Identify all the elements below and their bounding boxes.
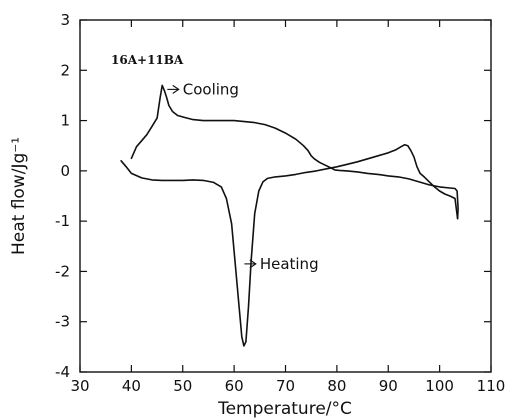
x-tick-label: 90	[379, 377, 398, 395]
x-tick-label: 80	[327, 377, 346, 395]
series-line-cooling	[130, 84, 459, 220]
annotation-layer: Cooling Heating	[167, 80, 319, 273]
x-tick-label: 40	[122, 377, 141, 395]
y-tick-label: 1	[60, 112, 70, 130]
y-tick-label: -1	[55, 212, 70, 230]
y-tick-label: 0	[60, 162, 70, 180]
y-tick-label: -3	[55, 313, 70, 331]
y-axis-ticks: 3 2 1 0 -1 -2 -3 -4	[55, 11, 491, 381]
series-line-heating	[120, 143, 459, 347]
sample-label: 16A+11BA	[111, 53, 184, 67]
y-tick-label: -2	[55, 262, 70, 280]
x-axis-ticks: 30 40 50 60 70 80 90 100 110	[70, 20, 505, 395]
x-tick-label: 60	[225, 377, 244, 395]
y-axis-title: Heat flow/Jg⁻¹	[9, 137, 29, 255]
x-tick-label: 30	[70, 377, 89, 395]
annotation-arrowhead	[249, 259, 257, 269]
x-axis-title: Temperature/°C	[217, 399, 352, 419]
series-layer	[120, 84, 459, 347]
x-tick-label: 110	[477, 377, 506, 395]
y-tick-label: 3	[60, 11, 70, 29]
x-tick-label: 100	[425, 377, 454, 395]
annotation-heating-label: Heating	[260, 255, 319, 273]
y-tick-label: -4	[55, 363, 70, 381]
y-tick-label: 2	[60, 61, 70, 79]
annotation-arrowhead	[172, 84, 180, 94]
plot-frame	[79, 19, 492, 373]
x-tick-label: 50	[173, 377, 192, 395]
annotation-cooling-label: Cooling	[183, 80, 239, 98]
x-tick-label: 70	[276, 377, 295, 395]
